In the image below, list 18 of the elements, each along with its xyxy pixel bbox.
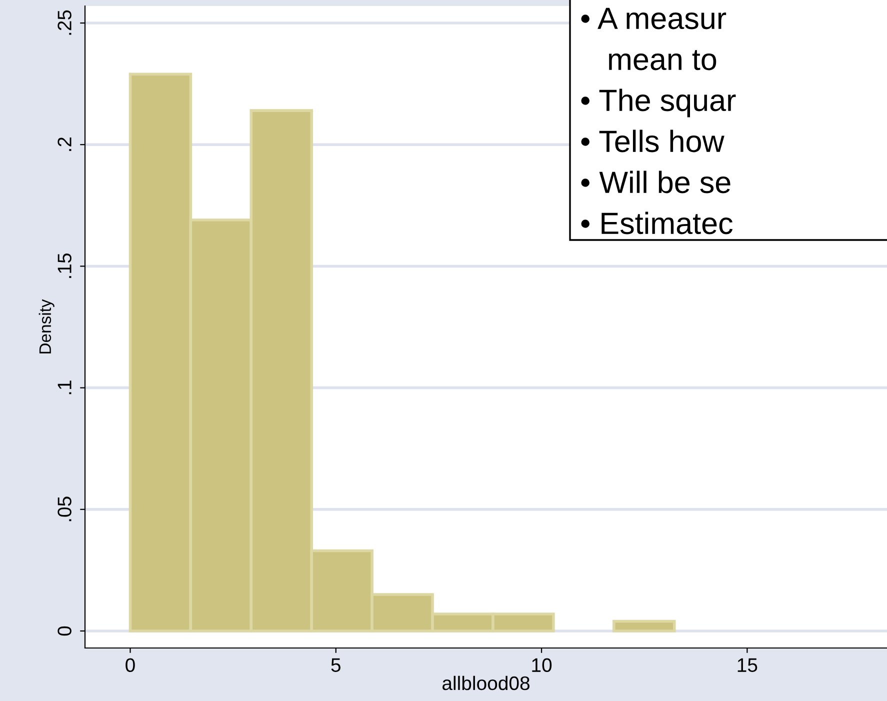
- annotation: • The squar: [581, 88, 736, 118]
- annotation: • A measur: [581, 8, 726, 30]
- annotation: • Tells how: [581, 130, 724, 152]
- y-tick-label: .25: [58, 10, 72, 35]
- x-tick-label: 15: [738, 658, 758, 672]
- y-tick-label: .05: [58, 496, 72, 522]
- y-axis-title: Density: [38, 299, 54, 354]
- x-axis-title: allblood08: [442, 676, 530, 690]
- y-tick-label: .1: [58, 380, 72, 394]
- annotation: mean to: [609, 50, 716, 70]
- x-tick-label: 5: [331, 658, 340, 672]
- y-tick-label: 0: [58, 626, 72, 636]
- x-tick-label: 0: [126, 658, 135, 672]
- annotation: • Estimatec: [581, 212, 733, 234]
- x-tick-label: 10: [532, 658, 552, 672]
- y-tick-label: .15: [58, 254, 72, 278]
- annotation: • Will be se: [581, 170, 730, 194]
- y-tick-label: .2: [58, 137, 72, 151]
